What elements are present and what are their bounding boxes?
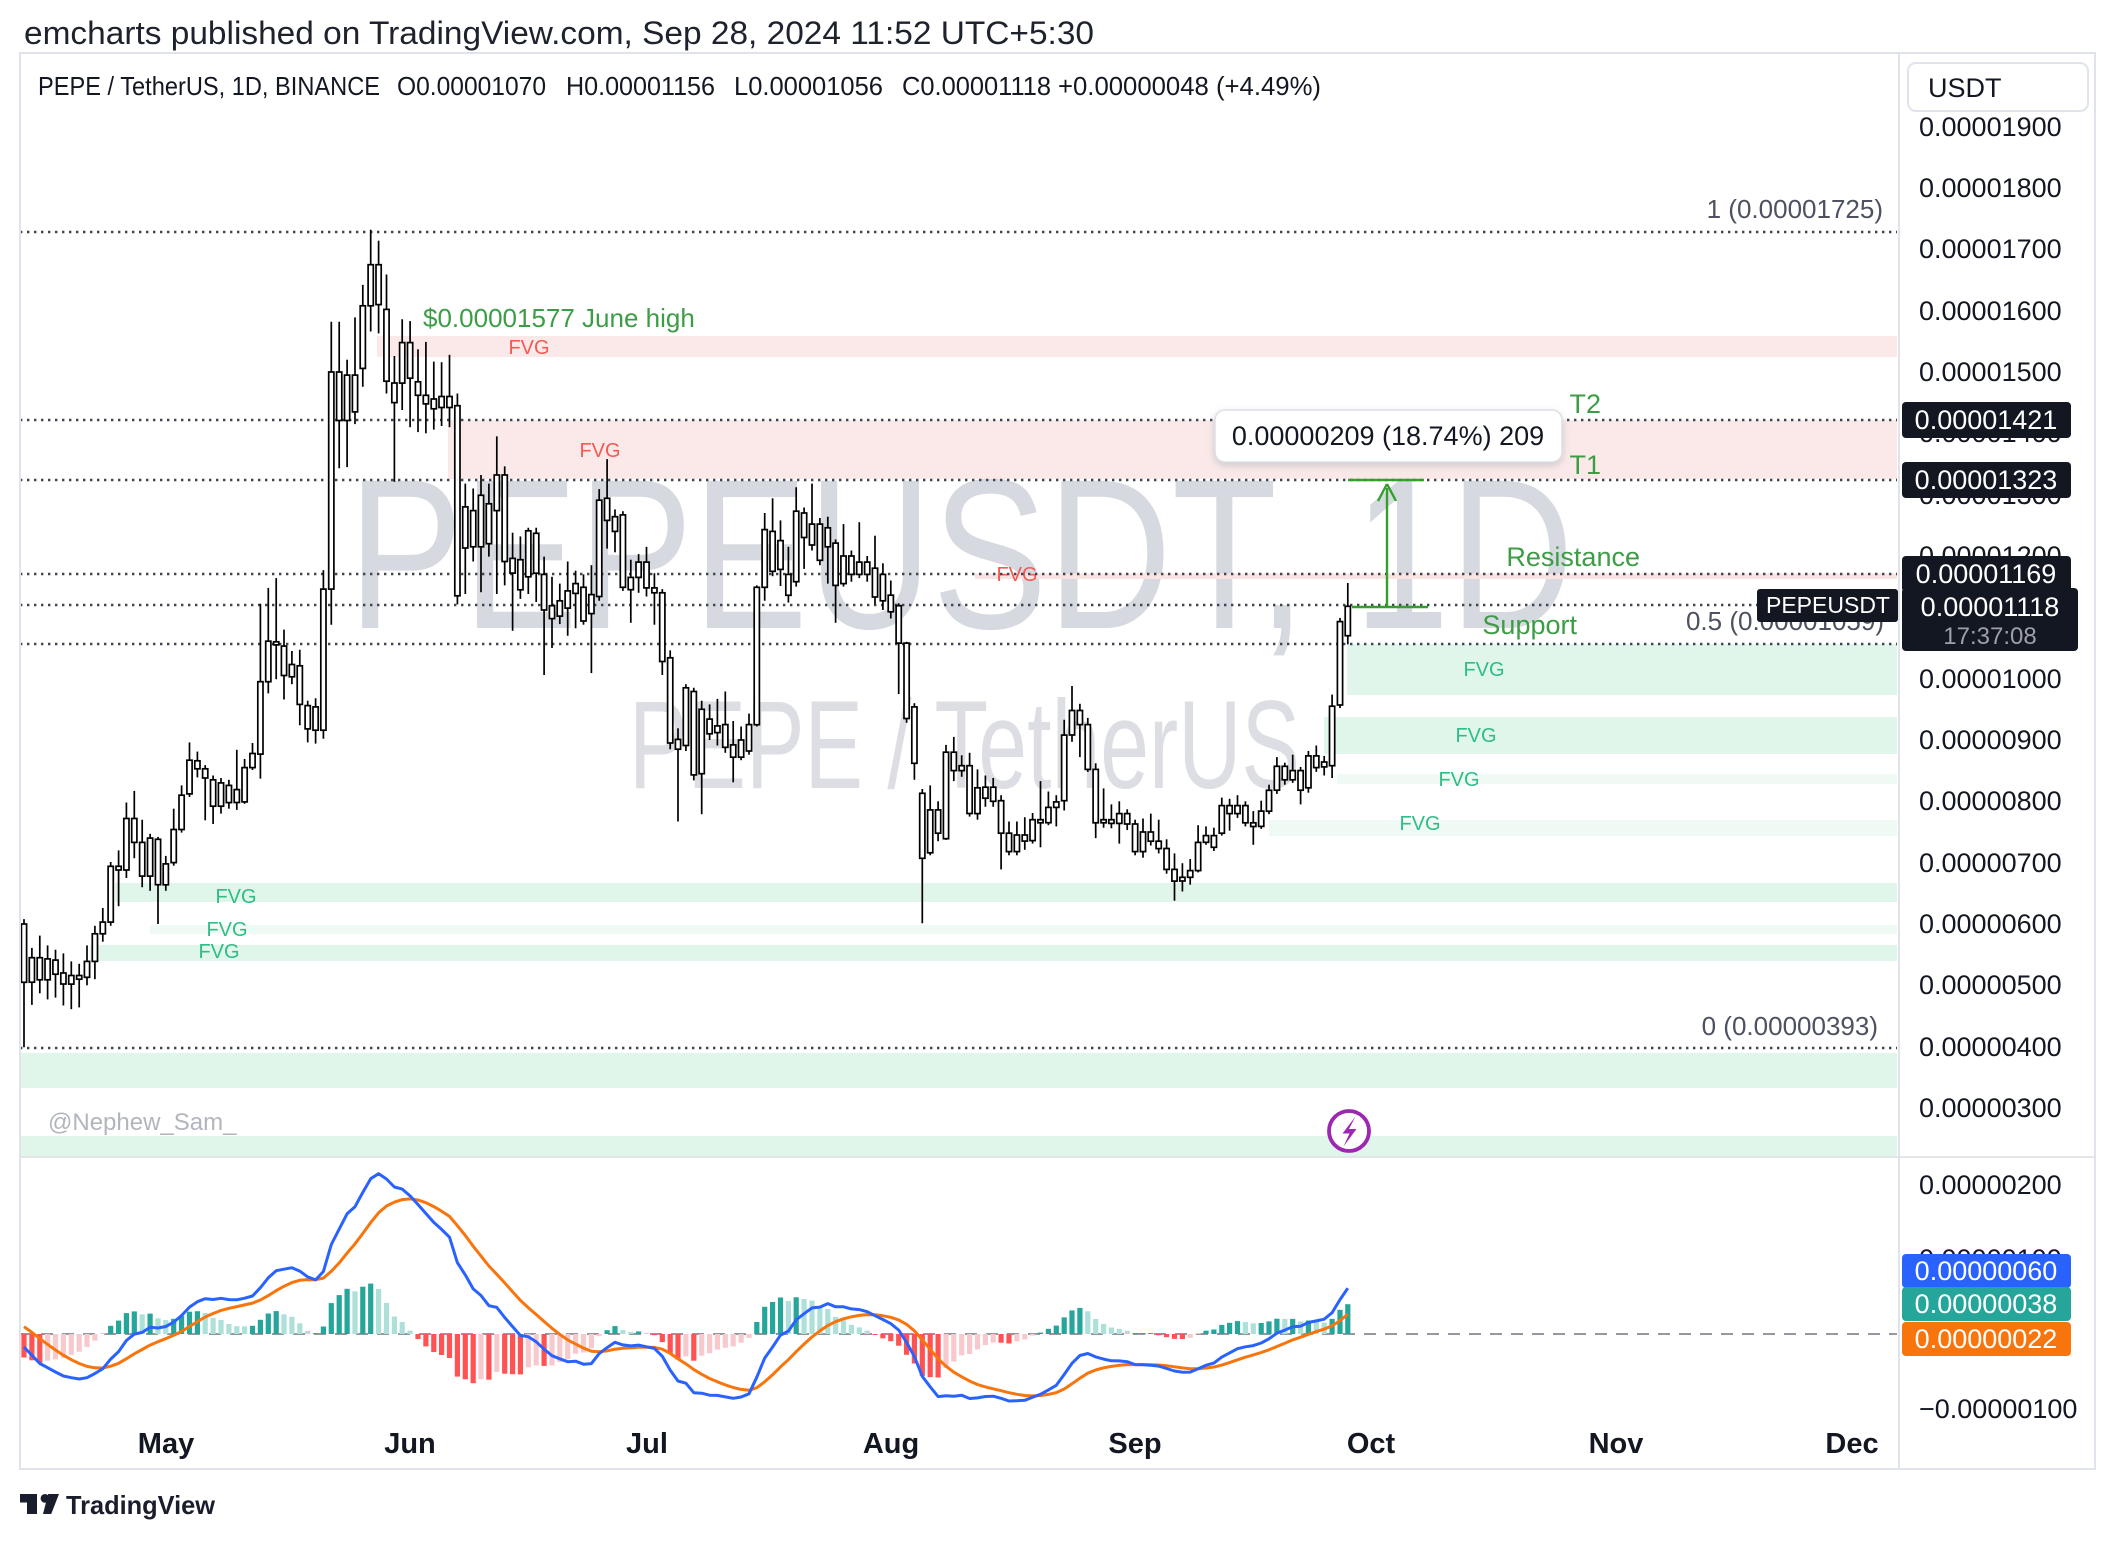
svg-text:0.00001500: 0.00001500 [1919, 357, 2062, 387]
svg-text:0.00000800: 0.00000800 [1919, 786, 2062, 816]
svg-text:FVG: FVG [1455, 725, 1496, 747]
svg-text:0.00001421: 0.00001421 [1915, 405, 2058, 435]
svg-text:PEPEUSDT: PEPEUSDT [1766, 592, 1890, 618]
svg-text:0.00001000: 0.00001000 [1919, 664, 2062, 694]
svg-text:0.00000209 (18.74%) 209: 0.00000209 (18.74%) 209 [1232, 421, 1544, 451]
svg-text:Sep: Sep [1108, 1428, 1161, 1460]
svg-text:FVG: FVG [215, 886, 256, 908]
svg-text:Aug: Aug [863, 1428, 919, 1460]
svg-text:FVG: FVG [1438, 769, 1479, 791]
svg-text:0.00000700: 0.00000700 [1919, 848, 2062, 878]
svg-text:Jun: Jun [384, 1428, 436, 1460]
svg-text:Nov: Nov [1589, 1428, 1644, 1460]
svg-text:17:37:08: 17:37:08 [1943, 623, 2036, 650]
svg-text:FVG: FVG [996, 564, 1037, 586]
svg-text:0.00001169: 0.00001169 [1916, 559, 2057, 589]
svg-text:0.00000038: 0.00000038 [1915, 1289, 2058, 1319]
svg-text:PEPE / TetherUS, 1D, BINANCE: PEPE / TetherUS, 1D, BINANCE [38, 71, 380, 101]
svg-text:T1: T1 [1569, 450, 1601, 480]
svg-text:May: May [138, 1428, 194, 1460]
svg-text:H0.00001156: H0.00001156 [566, 71, 715, 101]
svg-text:Jul: Jul [626, 1428, 668, 1460]
svg-text:0.00001900: 0.00001900 [1919, 112, 2062, 142]
svg-text:0.00000600: 0.00000600 [1919, 909, 2062, 939]
svg-text:TradingView: TradingView [66, 1490, 216, 1520]
svg-text:PEPE / TetherUS: PEPE / TetherUS [629, 676, 1300, 815]
svg-text:@Nephew_Sam_: @Nephew_Sam_ [48, 1109, 237, 1136]
svg-text:0.00001600: 0.00001600 [1919, 296, 2062, 326]
svg-text:FVG: FVG [1463, 659, 1504, 681]
svg-text:0.00001800: 0.00001800 [1919, 173, 2062, 203]
svg-text:Dec: Dec [1825, 1428, 1878, 1460]
svg-text:T2: T2 [1569, 389, 1601, 419]
svg-text:0.00001323: 0.00001323 [1915, 465, 2058, 495]
svg-text:0.00000500: 0.00000500 [1919, 970, 2062, 1000]
svg-text:+0.00000048 (+4.49%): +0.00000048 (+4.49%) [1058, 71, 1321, 101]
svg-text:USDT: USDT [1928, 73, 2002, 103]
svg-text:O0.00001070: O0.00001070 [397, 71, 546, 101]
svg-text:0.00001118: 0.00001118 [1921, 592, 2060, 622]
svg-text:0.00000300: 0.00000300 [1919, 1093, 2062, 1123]
svg-text:FVG: FVG [508, 337, 549, 359]
svg-text:0.00000900: 0.00000900 [1919, 725, 2062, 755]
svg-text:−0.00000100: −0.00000100 [1919, 1394, 2077, 1424]
svg-text:Oct: Oct [1347, 1428, 1396, 1460]
svg-text:0.00000400: 0.00000400 [1919, 1032, 2062, 1062]
svg-text:FVG: FVG [206, 919, 247, 941]
svg-text:FVG: FVG [579, 440, 620, 462]
svg-text:FVG: FVG [198, 941, 239, 963]
svg-text:0 (0.00000393): 0 (0.00000393) [1702, 1011, 1878, 1041]
svg-text:L0.00001056: L0.00001056 [734, 71, 883, 101]
svg-text:0.00000060: 0.00000060 [1915, 1256, 2058, 1286]
svg-text:0.00000022: 0.00000022 [1915, 1324, 2058, 1354]
svg-text:$0.00001577 June high: $0.00001577 June high [423, 303, 695, 333]
svg-text:0.00001700: 0.00001700 [1919, 234, 2062, 264]
svg-text:Support: Support [1482, 610, 1577, 640]
svg-text:C0.00001118: C0.00001118 [902, 71, 1051, 101]
svg-text:FVG: FVG [1399, 813, 1440, 835]
svg-text:Resistance: Resistance [1506, 542, 1640, 572]
svg-text:1 (0.00001725): 1 (0.00001725) [1707, 194, 1883, 224]
svg-text:0.00000200: 0.00000200 [1919, 1170, 2062, 1200]
svg-text:emcharts published on TradingV: emcharts published on TradingView.com, S… [24, 15, 1094, 51]
